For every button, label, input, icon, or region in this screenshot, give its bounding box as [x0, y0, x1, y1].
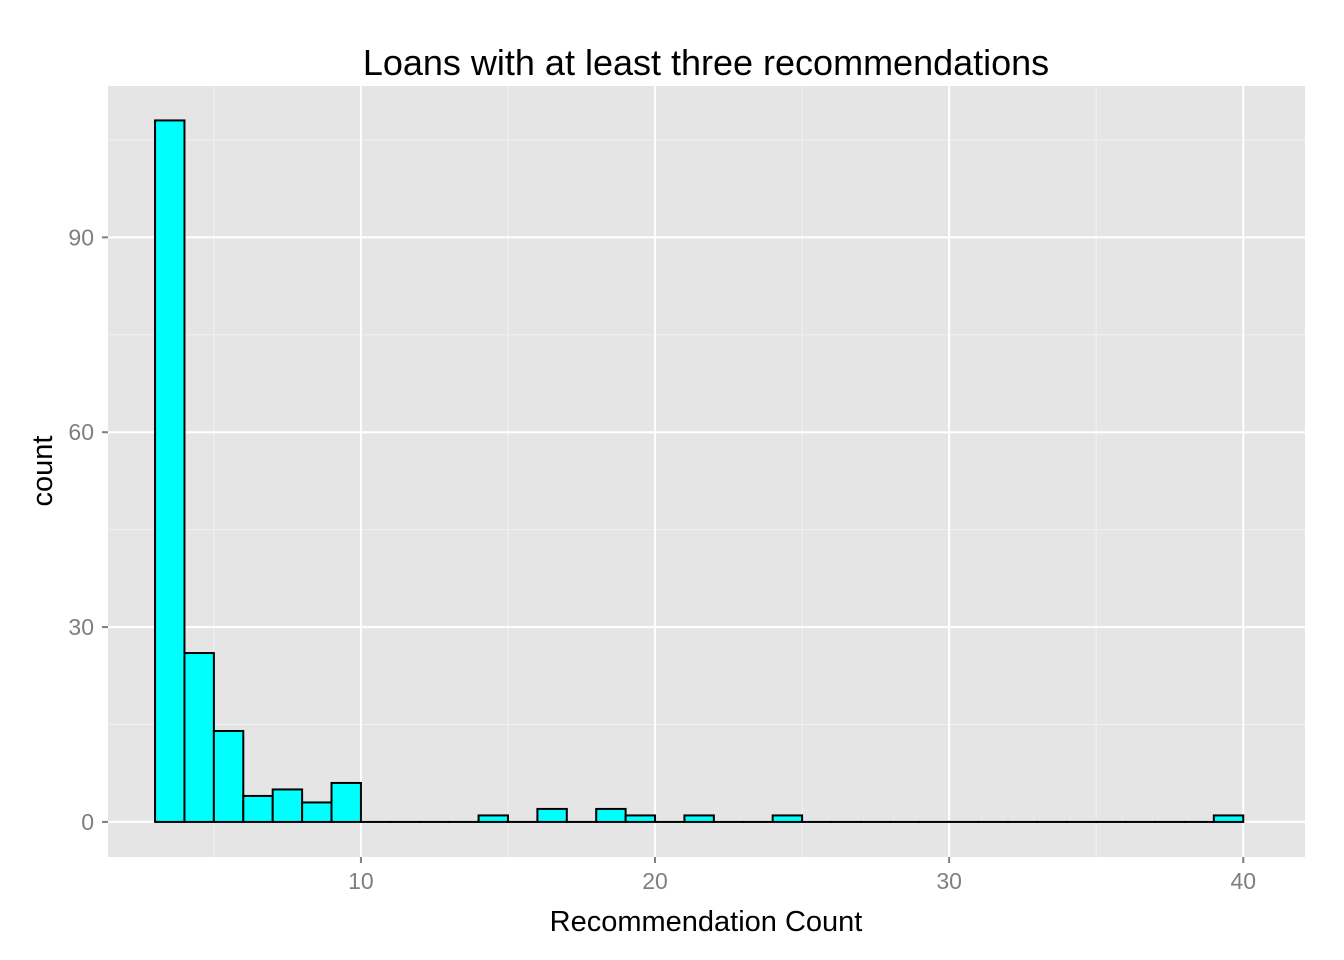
minor-gridlines [108, 86, 1305, 857]
chart-title: Loans with at least three recommendation… [363, 42, 1049, 83]
x-tick-label: 20 [642, 868, 668, 894]
histogram-bar [154, 119, 186, 823]
y-tick-label: 30 [68, 614, 94, 640]
y-tick-label: 90 [68, 224, 94, 250]
histogram-bar [683, 814, 715, 823]
histogram-bar [330, 781, 362, 823]
histogram-bar [212, 729, 245, 823]
plot-panel [108, 86, 1305, 857]
x-tick-label: 40 [1230, 868, 1256, 894]
histogram-bar [183, 652, 215, 823]
histogram-bar [271, 788, 304, 823]
bars [154, 119, 1245, 823]
y-axis: 0 30 60 90 [68, 224, 108, 835]
y-tick-label: 60 [68, 419, 94, 445]
x-tick-label: 30 [936, 868, 962, 894]
x-axis: 10 20 30 40 [348, 857, 1256, 894]
histogram-bar [624, 814, 657, 823]
histogram-bar [536, 807, 568, 823]
x-tick-label: 10 [348, 868, 374, 894]
histogram-bar [595, 807, 627, 823]
histogram-bar [477, 814, 509, 823]
histogram-bar [301, 801, 333, 823]
histogram-bar [771, 814, 804, 823]
histogram-bar [1212, 814, 1245, 823]
y-tick-label: 0 [81, 809, 94, 835]
x-axis-title: Recommendation Count [550, 906, 863, 938]
histogram-bar [242, 794, 274, 823]
y-axis-title: count [27, 436, 59, 507]
